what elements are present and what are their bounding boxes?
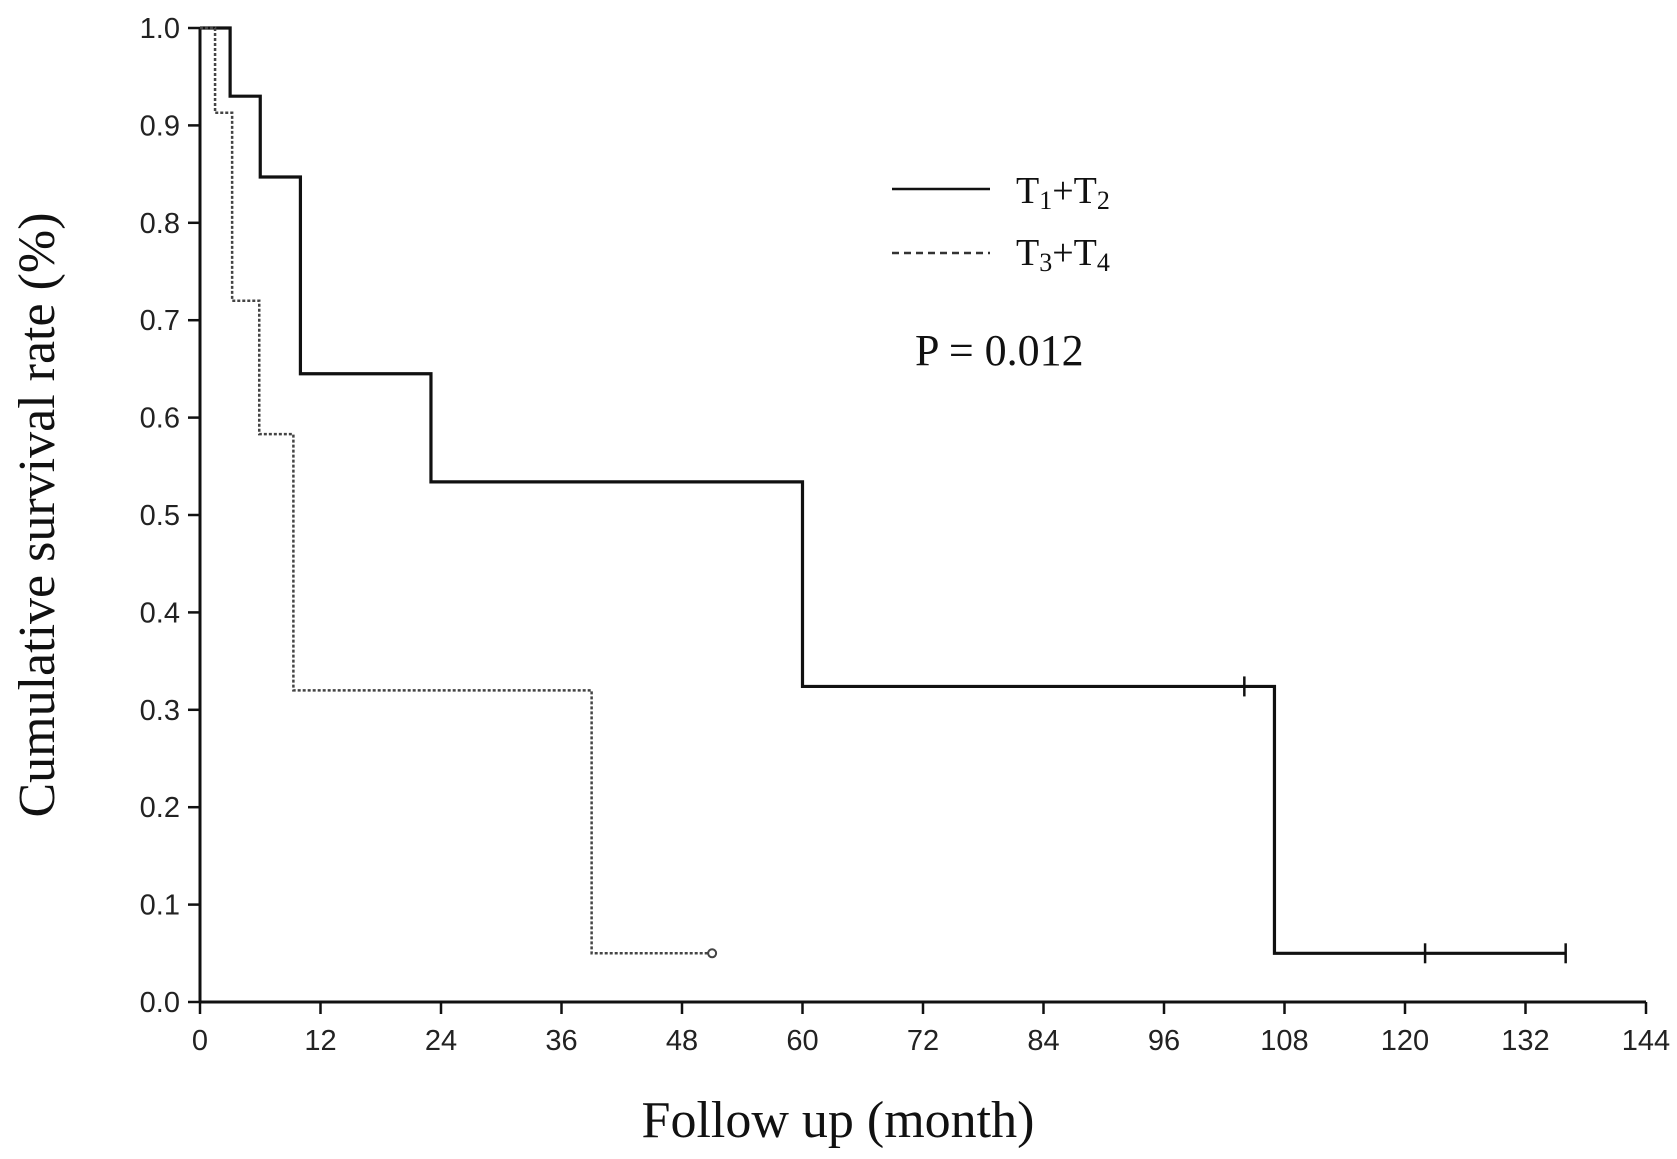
p-value-annotation: P = 0.012 [915,326,1084,375]
y-tick-label: 0.4 [140,597,180,629]
x-tick-label: 84 [1027,1025,1059,1057]
x-tick-label: 24 [425,1025,457,1057]
x-tick-label: 144 [1622,1025,1670,1057]
x-tick-label: 120 [1381,1025,1429,1057]
y-tick-label: 0.9 [140,110,180,142]
y-axis-title: Cumulative survival rate (%) [9,212,66,817]
y-tick-label: 0.3 [140,695,180,727]
y-tick-label: 0.6 [140,403,180,435]
x-tick-label: 12 [304,1025,336,1057]
y-tick-label: 0.8 [140,208,180,240]
survival-curves [200,26,1567,964]
y-axis-ticks: 0.0 0.1 0.2 0.3 0.4 0.5 0.6 0.7 0.8 0.9 1.0 [140,13,200,1019]
legend-label-series-1: T1+T2 [1016,170,1110,215]
legend: T1+T2 T3+T4 [892,170,1110,277]
legend-label-series-2: T3+T4 [1016,232,1110,277]
x-tick-label: 36 [545,1025,577,1057]
x-tick-label: 96 [1148,1025,1180,1057]
x-axis-ticks: 0 12 24 36 48 60 72 84 96 108 120 132 144 [192,1002,1670,1057]
x-axis-title: Follow up (month) [642,1092,1035,1149]
survival-curve-1 [200,26,1566,955]
x-tick-label: 72 [907,1025,939,1057]
y-tick-label: 0.0 [140,987,180,1019]
x-tick-label: 60 [786,1025,818,1057]
censor-mark [707,948,718,959]
y-tick-label: 0.7 [140,305,180,337]
y-tick-label: 0.2 [140,792,180,824]
x-tick-label: 48 [666,1025,698,1057]
x-tick-label: 108 [1260,1025,1308,1057]
y-tick-label: 1.0 [140,13,180,45]
plot-area: 0.0 0.1 0.2 0.3 0.4 0.5 0.6 0.7 0.8 0.9 1.0 0 12 24 3… [140,13,1671,1057]
y-tick-label: 0.5 [140,500,180,532]
y-tick-label: 0.1 [140,890,180,922]
survival-curve-2 [200,26,713,955]
x-tick-label: 0 [192,1025,208,1057]
x-tick-label: 132 [1501,1025,1549,1057]
